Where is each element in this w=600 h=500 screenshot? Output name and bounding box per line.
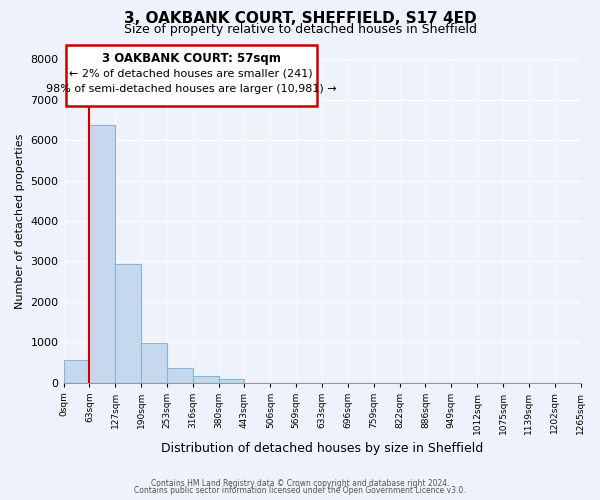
Bar [167,368,193,382]
Text: Contains public sector information licensed under the Open Government Licence v3: Contains public sector information licen… [134,486,466,495]
Bar [141,343,167,382]
Bar [89,125,115,382]
Text: ← 2% of detached houses are smaller (241): ← 2% of detached houses are smaller (241… [70,68,313,78]
X-axis label: Distribution of detached houses by size in Sheffield: Distribution of detached houses by size … [161,442,483,455]
Text: Size of property relative to detached houses in Sheffield: Size of property relative to detached ho… [124,22,476,36]
Text: Contains HM Land Registry data © Crown copyright and database right 2024.: Contains HM Land Registry data © Crown c… [151,478,449,488]
Bar [193,376,218,382]
Text: 3, OAKBANK COURT, SHEFFIELD, S17 4ED: 3, OAKBANK COURT, SHEFFIELD, S17 4ED [124,11,476,26]
Text: 98% of semi-detached houses are larger (10,981) →: 98% of semi-detached houses are larger (… [46,84,337,94]
Text: 3 OAKBANK COURT: 57sqm: 3 OAKBANK COURT: 57sqm [102,52,281,65]
FancyBboxPatch shape [65,45,317,106]
Bar [64,360,89,382]
Y-axis label: Number of detached properties: Number of detached properties [15,133,25,308]
Bar [218,380,244,382]
Bar [115,264,141,382]
